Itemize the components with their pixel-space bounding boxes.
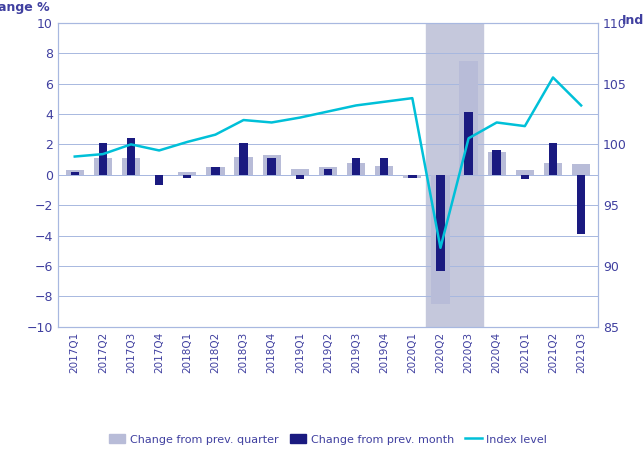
- Index level: [493, 120, 500, 125]
- Index level: [212, 132, 219, 138]
- Index level: [324, 109, 332, 114]
- Bar: [460, 61, 478, 175]
- Bar: [375, 166, 394, 175]
- Bar: [323, 169, 332, 175]
- Index level: [268, 120, 276, 125]
- Bar: [436, 175, 445, 271]
- Bar: [408, 175, 417, 178]
- Index level: [183, 139, 191, 145]
- Bar: [267, 158, 276, 175]
- Bar: [66, 170, 84, 175]
- Bar: [548, 143, 557, 175]
- Bar: [71, 172, 79, 175]
- Y-axis label: Index: Index: [622, 14, 643, 27]
- Bar: [291, 169, 309, 175]
- Bar: [431, 175, 449, 304]
- Index level: [155, 148, 163, 153]
- Index level: [127, 142, 135, 147]
- Index level: [549, 75, 557, 80]
- Bar: [380, 158, 388, 175]
- Bar: [178, 172, 196, 175]
- Bar: [487, 152, 506, 175]
- Bar: [206, 167, 224, 175]
- Index level: [521, 123, 529, 129]
- Index level: [408, 95, 416, 101]
- Index level: [381, 99, 388, 104]
- Bar: [239, 143, 248, 175]
- Bar: [296, 175, 304, 179]
- Bar: [426, 23, 483, 327]
- Bar: [183, 175, 192, 178]
- Bar: [235, 157, 253, 175]
- Bar: [127, 138, 135, 175]
- Index level: [465, 136, 473, 141]
- Index level: [296, 115, 303, 120]
- Y-axis label: Change %: Change %: [0, 0, 50, 14]
- Bar: [516, 170, 534, 175]
- Bar: [572, 164, 590, 175]
- Bar: [403, 175, 421, 178]
- Bar: [577, 175, 585, 234]
- Line: Index level: Index level: [75, 78, 581, 248]
- Legend: Change from prev. quarter, Change from prev. month, Index level: Change from prev. quarter, Change from p…: [104, 430, 552, 449]
- Bar: [98, 143, 107, 175]
- Bar: [521, 175, 529, 179]
- Bar: [319, 167, 337, 175]
- Index level: [437, 245, 444, 251]
- Bar: [155, 175, 163, 185]
- Bar: [94, 158, 112, 175]
- Index level: [240, 117, 248, 123]
- Index level: [577, 103, 585, 108]
- Bar: [122, 158, 140, 175]
- Bar: [347, 163, 365, 175]
- Bar: [493, 150, 501, 175]
- Index level: [99, 151, 107, 157]
- Index level: [352, 103, 360, 108]
- Index level: [71, 154, 78, 159]
- Bar: [464, 113, 473, 175]
- Bar: [211, 167, 220, 175]
- Bar: [544, 163, 562, 175]
- Bar: [352, 158, 360, 175]
- Bar: [262, 155, 281, 175]
